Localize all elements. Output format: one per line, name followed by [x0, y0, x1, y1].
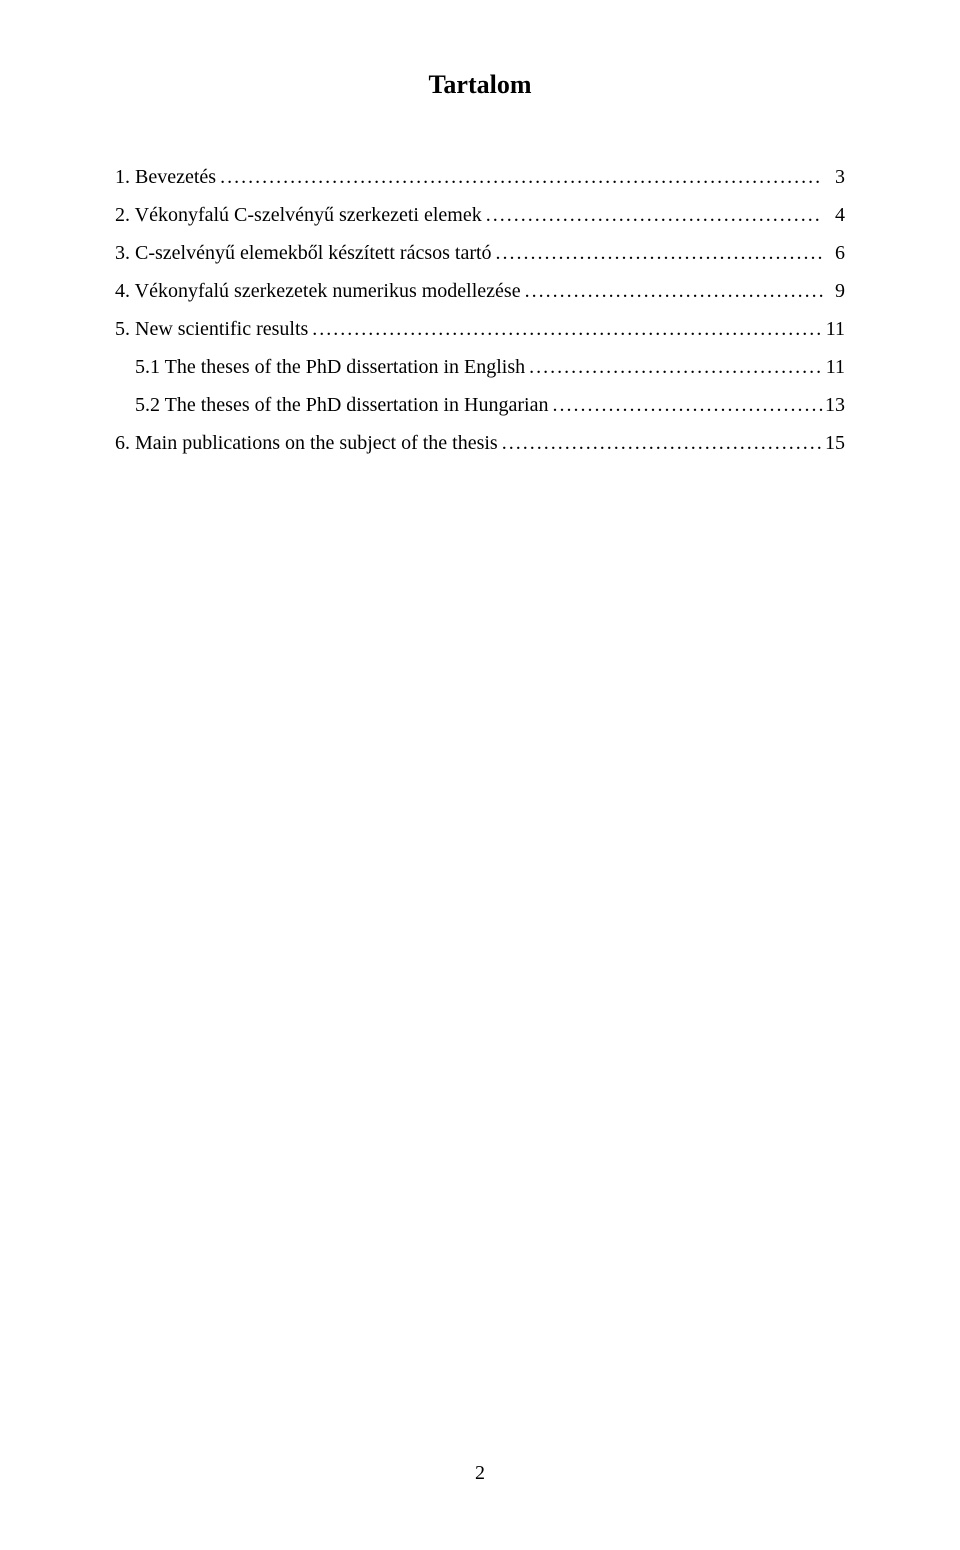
toc-entry-label: 6. Main publications on the subject of t… — [115, 424, 498, 462]
table-of-contents: 1. Bevezetés 3 2. Vékonyfalú C-szelvényű… — [115, 158, 845, 462]
toc-leader-dots — [492, 234, 823, 272]
toc-entry-page: 11 — [823, 310, 845, 348]
document-page: Tartalom 1. Bevezetés 3 2. Vékonyfalú C-… — [0, 0, 960, 1550]
toc-leader-dots — [216, 158, 823, 196]
toc-leader-dots — [548, 386, 823, 424]
toc-entry-page: 3 — [823, 158, 845, 196]
toc-entry: 4. Vékonyfalú szerkezetek numerikus mode… — [115, 272, 845, 310]
toc-entry-label: 2. Vékonyfalú C-szelvényű szerkezeti ele… — [115, 196, 482, 234]
toc-leader-dots — [525, 348, 823, 386]
toc-leader-dots — [521, 272, 823, 310]
toc-entry-page: 9 — [823, 272, 845, 310]
toc-leader-dots — [482, 196, 823, 234]
toc-entry-page: 15 — [823, 424, 845, 462]
toc-entry: 5. New scientific results 11 — [115, 310, 845, 348]
toc-entry-label: 1. Bevezetés — [115, 158, 216, 196]
toc-entry-label: 3. C-szelvényű elemekből készített rácso… — [115, 234, 492, 272]
toc-entry-label: 5. New scientific results — [115, 310, 308, 348]
page-title: Tartalom — [115, 70, 845, 100]
toc-leader-dots — [498, 424, 823, 462]
toc-entry: 1. Bevezetés 3 — [115, 158, 845, 196]
toc-entry: 3. C-szelvényű elemekből készített rácso… — [115, 234, 845, 272]
toc-entry-label: 5.2 The theses of the PhD dissertation i… — [135, 386, 548, 424]
toc-entry: 2. Vékonyfalú C-szelvényű szerkezeti ele… — [115, 196, 845, 234]
toc-entry-page: 4 — [823, 196, 845, 234]
toc-entry-label: 4. Vékonyfalú szerkezetek numerikus mode… — [115, 272, 521, 310]
toc-entry-page: 13 — [823, 386, 845, 424]
toc-entry: 5.2 The theses of the PhD dissertation i… — [115, 386, 845, 424]
toc-entry: 5.1 The theses of the PhD dissertation i… — [115, 348, 845, 386]
toc-leader-dots — [308, 310, 823, 348]
toc-entry: 6. Main publications on the subject of t… — [115, 424, 845, 462]
toc-entry-page: 6 — [823, 234, 845, 272]
page-number: 2 — [0, 1462, 960, 1485]
toc-entry-label: 5.1 The theses of the PhD dissertation i… — [135, 348, 525, 386]
toc-entry-page: 11 — [823, 348, 845, 386]
